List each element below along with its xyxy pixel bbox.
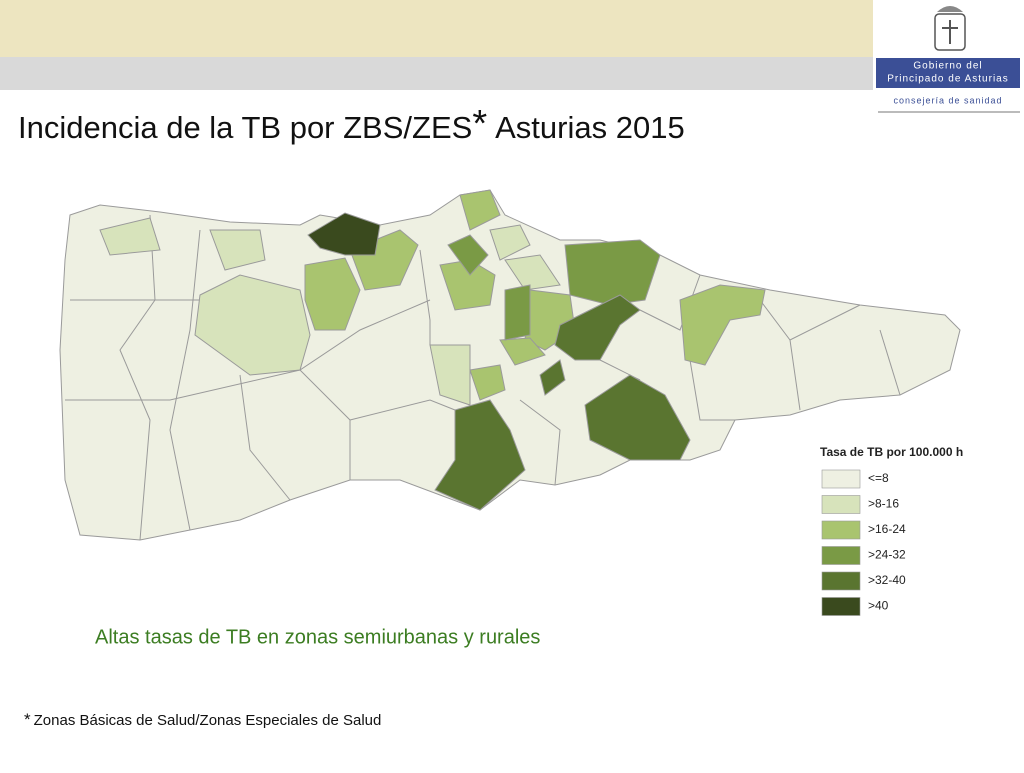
legend-swatch — [821, 597, 861, 616]
regions-16-24 — [304, 189, 766, 401]
legend-label: >8-16 — [868, 497, 899, 511]
region-outline — [59, 189, 961, 541]
header-band-gray — [0, 57, 873, 90]
legend-swatch — [821, 469, 861, 489]
regions-over-40 — [307, 212, 381, 256]
logo-box — [876, 58, 1020, 88]
footnote-text: Zonas Básicas de Salud/Zonas Especiales … — [34, 712, 382, 729]
header-band — [0, 0, 873, 57]
footnote: * Zonas Básicas de Salud/Zonas Especiales… — [24, 710, 381, 729]
legend: Tasa de TB por 100.000 h <=8 >8-16 >16-24 >… — [820, 445, 963, 616]
logo-subtext: consejería de sanidad — [893, 95, 1002, 105]
logo-crown — [937, 6, 963, 12]
title-suffix: Asturias 2015 — [495, 110, 685, 145]
logo-text: Principado de Asturias — [887, 74, 1009, 85]
legend-label: >16-24 — [868, 522, 906, 536]
region-borders — [65, 214, 901, 541]
regions-8-16 — [99, 217, 561, 406]
legend-swatch — [821, 571, 861, 591]
legend-swatch — [821, 495, 861, 514]
legend-title: Tasa de TB por 100.000 h — [820, 445, 963, 459]
logo-text: Gobierno del — [913, 61, 982, 72]
regions-32-40 — [434, 294, 691, 511]
footnote-mark: * — [24, 710, 31, 729]
legend-swatch — [821, 520, 861, 540]
map — [59, 189, 961, 541]
legend-label: >40 — [868, 599, 889, 613]
legend-label: >24-32 — [868, 548, 906, 562]
logo: Gobierno del Principado de Asturias cons… — [876, 6, 1020, 113]
legend-label: <=8 — [868, 471, 889, 485]
title-mark: * — [472, 103, 487, 145]
caption: Altas tasas de TB en zonas semiurbanas y… — [95, 626, 540, 648]
legend-swatch — [821, 546, 861, 565]
logo-cross — [942, 20, 958, 44]
legend-label: >32-40 — [868, 573, 906, 587]
title-main: Incidencia de la TB por ZBS/ZES — [18, 110, 472, 145]
regions-24-32 — [447, 234, 661, 341]
title: Incidencia de la TB por ZBS/ZES* Asturias… — [18, 103, 685, 145]
